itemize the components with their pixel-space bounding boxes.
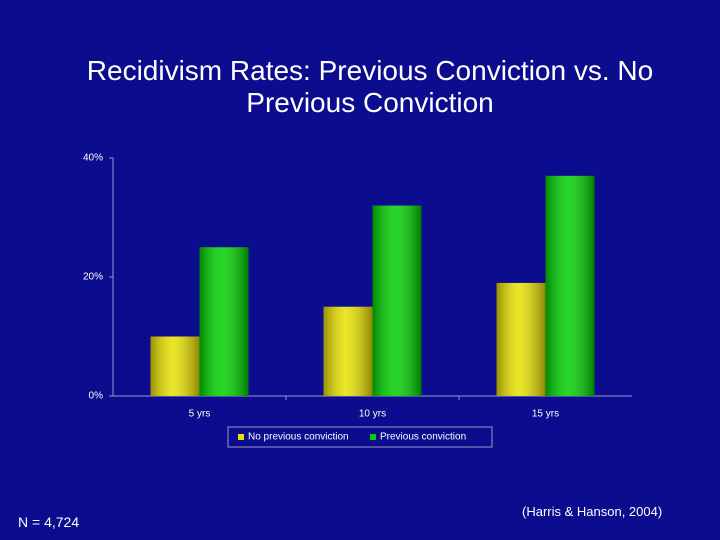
bar bbox=[372, 205, 422, 396]
y-tick-label: 20% bbox=[83, 272, 103, 283]
bar bbox=[323, 306, 373, 396]
bar bbox=[150, 336, 200, 396]
legend-label: No previous conviction bbox=[248, 432, 349, 443]
citation: (Harris & Hanson, 2004) bbox=[522, 504, 663, 519]
y-tick-label: 40% bbox=[83, 153, 103, 164]
x-tick-label: 10 yrs bbox=[359, 409, 386, 420]
legend-box bbox=[227, 426, 493, 448]
slide-title: Recidivism Rates: Previous Conviction vs… bbox=[86, 55, 654, 118]
x-tick-label: 5 yrs bbox=[189, 409, 211, 420]
legend-swatch bbox=[238, 434, 244, 440]
legend-swatch bbox=[370, 434, 376, 440]
bar bbox=[545, 175, 595, 396]
bar bbox=[496, 282, 546, 396]
bar bbox=[199, 247, 249, 396]
legend-label: Previous conviction bbox=[380, 432, 466, 443]
sample-size: N = 4,724 bbox=[18, 514, 80, 530]
x-tick-label: 15 yrs bbox=[532, 409, 559, 420]
y-tick-label: 0% bbox=[89, 391, 104, 402]
